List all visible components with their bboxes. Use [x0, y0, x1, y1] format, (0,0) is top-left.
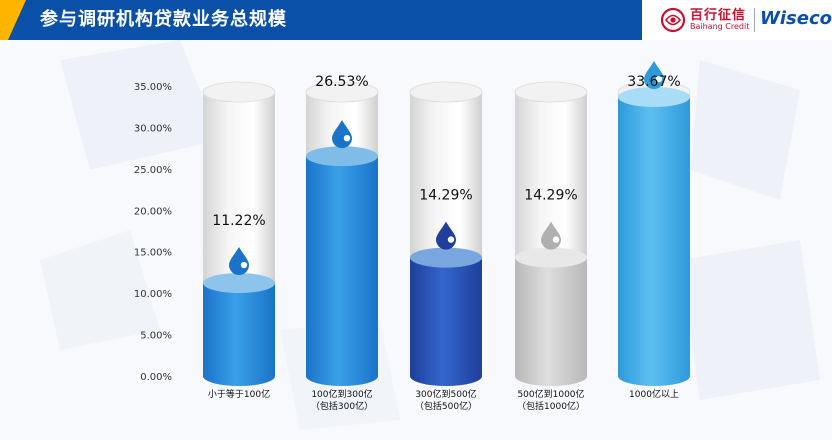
bar-chart: 0.00% 5.00% 10.00% 15.00% 20.00% 25.00% 30.00%…: [134, 61, 691, 412]
value-label: 26.53%: [315, 74, 368, 90]
water-drop-highlight: [447, 236, 455, 243]
y-tick-label: 5.00%: [140, 331, 172, 342]
bar-top: [410, 247, 482, 268]
category-label: 500亿到1000亿: [517, 388, 584, 400]
bar-group: 33.67% 1000亿以上: [617, 61, 691, 400]
y-tick-label: 20.00%: [134, 206, 172, 217]
category-label: （包括300亿）: [311, 400, 373, 412]
tube-top: [202, 81, 276, 103]
bar-group: 14.29% 300亿到500亿（包括500亿）: [409, 81, 483, 412]
y-tick-label: 10.00%: [134, 289, 172, 300]
y-tick-label: 35.00%: [134, 82, 172, 93]
y-tick-label: 30.00%: [134, 123, 172, 134]
value-label: 14.29%: [524, 188, 577, 204]
water-drop-highlight: [655, 75, 663, 83]
bar-group: 14.29% 500亿到1000亿（包括1000亿）: [514, 81, 588, 412]
bar: [306, 156, 378, 386]
brand-partner: Wiseco: [760, 8, 832, 29]
category-label: （包括500亿）: [415, 400, 477, 412]
tube-top: [409, 81, 483, 103]
value-label: 33.67%: [627, 74, 680, 90]
water-drop-highlight: [343, 134, 351, 142]
bar: [203, 283, 275, 386]
value-label: 11.22%: [212, 213, 265, 229]
brand-separator: [754, 8, 755, 32]
baihang-logo-icon: [660, 7, 686, 33]
category-label: 100亿到300亿: [311, 388, 372, 400]
bar-group: 26.53% 100亿到300亿（包括300亿）: [305, 74, 379, 412]
category-label: 小于等于100亿: [208, 388, 270, 400]
brand-name-cn: 百行征信: [690, 8, 747, 23]
bar-top: [618, 87, 690, 108]
bar-top: [203, 273, 275, 294]
y-tick-label: 25.00%: [134, 165, 172, 176]
y-tick-label: 0.00%: [140, 372, 172, 383]
tube-top: [305, 81, 379, 103]
brand-name-en: Baihang Credit: [690, 22, 750, 31]
header-accent-wedge: [8, 0, 26, 40]
value-label: 14.29%: [419, 188, 472, 204]
tube-top: [514, 81, 588, 103]
bar-top: [306, 146, 378, 167]
category-label: （包括1000亿）: [517, 400, 585, 412]
header-accent: [0, 0, 8, 40]
water-drop-highlight: [240, 261, 248, 269]
category-label: 1000亿以上: [629, 388, 679, 400]
bar: [618, 97, 690, 386]
water-drop-highlight: [552, 236, 560, 243]
category-label: 300亿到500亿: [415, 388, 476, 400]
bar: [515, 257, 587, 386]
y-tick-label: 15.00%: [134, 248, 172, 259]
header-bar: 参与调研机构贷款业务总规模 百行征信 Baihang Credit Wiseco: [0, 0, 832, 40]
bar: [410, 257, 482, 386]
page-title: 参与调研机构贷款业务总规模: [40, 9, 287, 30]
bar-top: [515, 247, 587, 268]
bar-group: 11.22% 小于等于100亿: [202, 81, 276, 400]
